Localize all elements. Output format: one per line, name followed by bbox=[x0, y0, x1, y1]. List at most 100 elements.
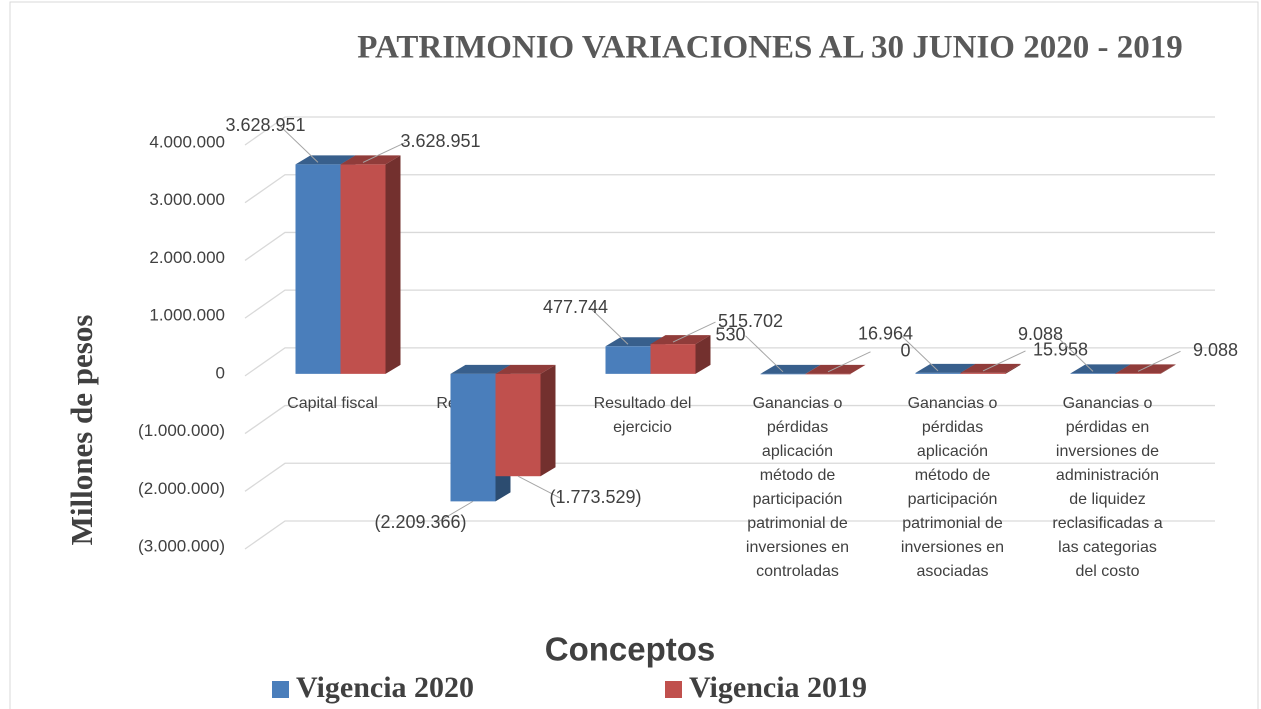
grid-line bbox=[244, 520, 1215, 550]
y-tick-label: 2.000.000 bbox=[149, 248, 225, 267]
data-label: 9.088 bbox=[1018, 324, 1063, 344]
x-axis-label: Conceptos bbox=[545, 631, 716, 668]
bar bbox=[805, 364, 866, 375]
leader-line bbox=[827, 351, 871, 373]
bar-side bbox=[805, 364, 821, 374]
label-line: participación bbox=[753, 491, 843, 508]
label-line: participación bbox=[908, 491, 998, 508]
bar-front bbox=[915, 372, 961, 374]
y-tick-label: (1.000.000) bbox=[138, 421, 225, 440]
grid-line bbox=[244, 462, 1215, 492]
bar-top bbox=[1070, 364, 1131, 374]
label-line: controladas bbox=[756, 563, 839, 580]
label-line: Ganancias o bbox=[1063, 395, 1153, 412]
bar-front bbox=[650, 344, 696, 374]
label-line: pérdidas bbox=[922, 419, 983, 436]
data-label: 15.958 bbox=[1033, 340, 1088, 360]
bar-top bbox=[295, 155, 356, 165]
legend-swatch bbox=[272, 681, 289, 698]
bar-front bbox=[495, 373, 541, 477]
label-line: pérdidas en bbox=[1066, 419, 1150, 436]
label-line: Ganancias o bbox=[908, 395, 998, 412]
leader-line bbox=[745, 335, 784, 373]
bar-top bbox=[495, 364, 556, 374]
x-tick-label: Capital fiscal bbox=[287, 395, 378, 412]
bar-top bbox=[760, 364, 821, 374]
bar-top bbox=[1115, 364, 1176, 374]
x-tick-label: Ganancias o pérdidas aplicación método de pa… bbox=[746, 395, 849, 580]
data-label: 3.628.951 bbox=[225, 115, 305, 135]
leader-line bbox=[1055, 334, 1094, 372]
bar-top bbox=[605, 337, 666, 347]
legend-swatch bbox=[665, 681, 682, 698]
bar-side bbox=[1005, 363, 1021, 374]
bar-top bbox=[340, 155, 401, 165]
label-line: asociadas bbox=[916, 563, 988, 580]
y-tick-label: 0 bbox=[216, 363, 225, 382]
label-line: inversiones de bbox=[1056, 443, 1159, 460]
x-tick-label: Ganancias o pérdidas aplicación método de pa… bbox=[901, 395, 1004, 580]
label-line: de liquidez bbox=[1069, 491, 1146, 508]
leader-line bbox=[900, 334, 939, 372]
y-tick-label: (2.000.000) bbox=[138, 479, 225, 498]
leader-line bbox=[982, 350, 1026, 372]
bar-front bbox=[605, 346, 651, 374]
y-tick-label: 1.000.000 bbox=[149, 306, 225, 325]
bar-side bbox=[695, 335, 711, 374]
bar-top bbox=[650, 335, 711, 345]
label-line: pérdidas bbox=[767, 419, 828, 436]
bar bbox=[760, 364, 821, 375]
leader-line bbox=[672, 321, 716, 343]
label-line: las categorias bbox=[1058, 539, 1157, 556]
legend-label: Vigencia 2019 bbox=[689, 671, 867, 704]
bar bbox=[1115, 364, 1176, 374]
bar bbox=[495, 364, 556, 477]
bar-front bbox=[960, 372, 1006, 374]
bar-front bbox=[295, 164, 341, 374]
label-line: patrimonial de bbox=[747, 515, 848, 532]
label-line: Ganancias o bbox=[753, 395, 843, 412]
data-label: 515.702 bbox=[718, 311, 783, 331]
bar bbox=[340, 155, 401, 374]
data-label: 477.744 bbox=[543, 297, 608, 317]
data-label: 530 bbox=[715, 325, 745, 345]
bar bbox=[650, 335, 711, 374]
bar bbox=[960, 363, 1021, 374]
label-line: administración bbox=[1056, 467, 1159, 484]
bar-front bbox=[805, 373, 851, 375]
leader-line bbox=[1137, 350, 1181, 372]
bar-top bbox=[915, 363, 976, 373]
leader-line bbox=[590, 307, 629, 345]
chart-title: PATRIMONIO VARIACIONES AL 30 JUNIO 2020 … bbox=[357, 30, 1182, 66]
label-line: ejercicio bbox=[613, 419, 672, 436]
label-line: aplicación bbox=[762, 443, 833, 460]
bar-front bbox=[1070, 373, 1116, 374]
leader-line bbox=[280, 126, 319, 163]
x-tick-label: Resultado del ejercicio bbox=[594, 395, 692, 436]
bar-top bbox=[960, 363, 1021, 373]
data-label: (1.773.529) bbox=[549, 487, 641, 507]
bar-front bbox=[1115, 373, 1161, 374]
label-line: patrimonial de bbox=[902, 515, 1003, 532]
grid-line bbox=[244, 404, 1215, 435]
bar-front bbox=[340, 164, 386, 374]
y-tick-label: 3.000.000 bbox=[149, 190, 225, 209]
label-line: aplicación bbox=[917, 443, 988, 460]
label-line: reclasificadas a bbox=[1052, 515, 1162, 532]
data-label: 3.628.951 bbox=[400, 131, 480, 151]
label-line: Capital fiscal bbox=[287, 395, 378, 412]
label-line: inversiones en bbox=[901, 539, 1004, 556]
leader-line bbox=[435, 500, 474, 524]
data-label: 16.964 bbox=[858, 324, 913, 344]
x-tick-label: Ganancias o pérdidas en inversiones de admi… bbox=[1052, 395, 1162, 580]
grid-line bbox=[244, 289, 1215, 319]
label-line: inversiones en bbox=[746, 539, 849, 556]
bar-side bbox=[540, 364, 556, 477]
label-line: método de bbox=[760, 467, 836, 484]
y-tick-label: 4.000.000 bbox=[149, 132, 225, 151]
bar-top bbox=[805, 364, 866, 374]
leader-line bbox=[517, 475, 561, 499]
grid-line bbox=[244, 347, 1215, 377]
bar-side bbox=[1160, 364, 1176, 374]
